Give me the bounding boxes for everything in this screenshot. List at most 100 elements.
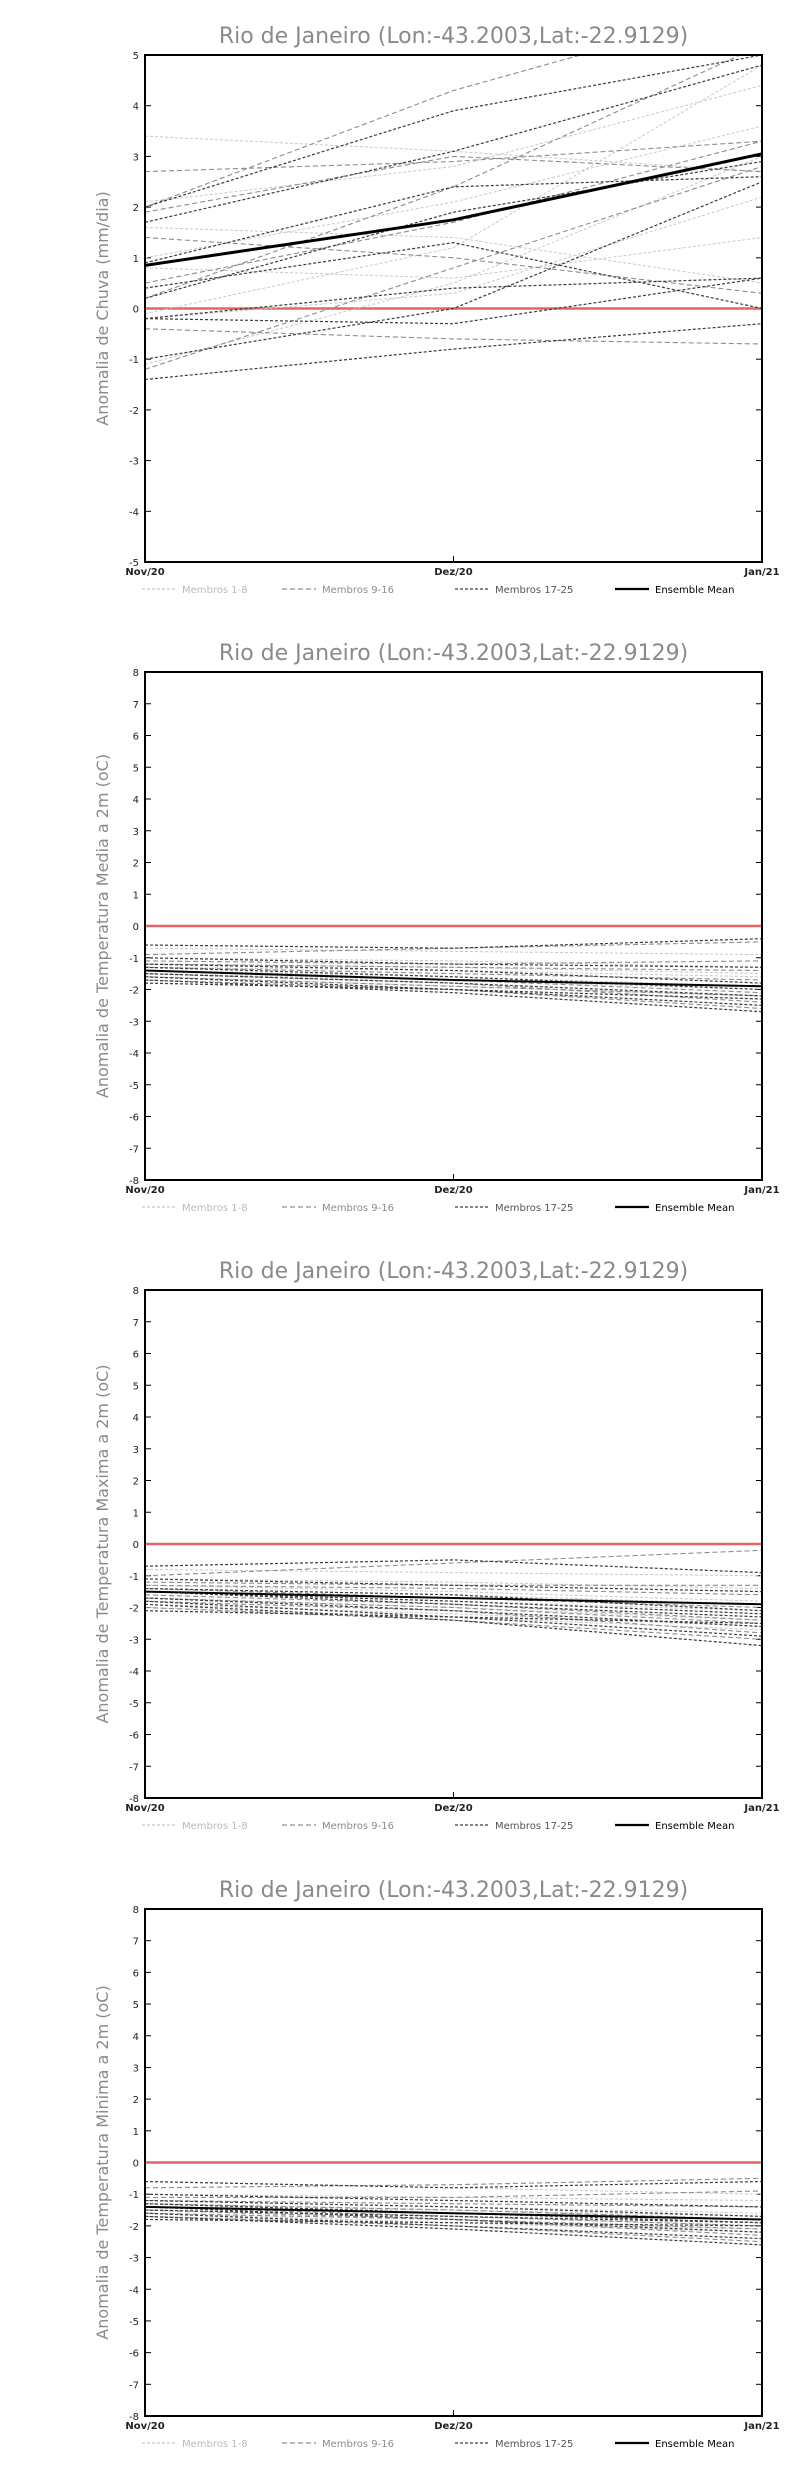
y-tick-label: -4 — [129, 507, 139, 518]
member-line — [145, 982, 762, 1000]
plot-frame — [144, 1908, 763, 2417]
member-line — [145, 2203, 762, 2224]
y-tick-label: 3 — [133, 152, 139, 163]
chart-panel-1: Rio de Janeiro (Lon:-43.2003,Lat:-22.912… — [93, 24, 780, 596]
y-axis-label: Anomalia de Temperatura Media a 2m (oC) — [93, 754, 112, 1098]
y-tick-label: 0 — [133, 922, 139, 933]
member-line — [145, 1600, 762, 1637]
member-line — [145, 328, 762, 345]
member-line — [145, 181, 762, 360]
member-line — [145, 1597, 762, 1621]
member-line — [145, 226, 762, 284]
legend-label-4: Ensemble Mean — [655, 2439, 734, 2450]
y-tick-label: 3 — [133, 2063, 139, 2074]
member-line — [145, 973, 762, 1003]
y-tick-label: -2 — [129, 1604, 139, 1615]
plot-frame — [144, 1289, 763, 1799]
member-line — [145, 2218, 762, 2227]
y-tick-label: -8 — [129, 1176, 139, 1187]
member-line — [145, 140, 762, 284]
legend-label-2: Membros 9-16 — [322, 1821, 394, 1832]
member-line — [145, 155, 762, 365]
legend-label-4: Ensemble Mean — [655, 585, 734, 596]
member-line — [145, 1584, 762, 1596]
chart-panel-3: Rio de Janeiro (Lon:-43.2003,Lat:-22.912… — [93, 1259, 780, 1832]
member-line — [145, 125, 762, 259]
member-line — [145, 1597, 762, 1628]
y-tick-label: -8 — [129, 1794, 139, 1805]
x-tick-label: Nov/20 — [125, 567, 164, 578]
member-line — [145, 938, 762, 949]
series-group — [145, 2177, 762, 2246]
y-tick-label: 1 — [133, 890, 139, 901]
member-line — [145, 2177, 762, 2189]
member-line — [145, 277, 762, 320]
chart-panel-2: Rio de Janeiro (Lon:-43.2003,Lat:-22.912… — [93, 641, 780, 1214]
y-axis-label: Anomalia de Chuva (mm/dia) — [93, 191, 112, 425]
member-line — [145, 165, 762, 370]
member-line — [145, 2212, 762, 2233]
y-tick-label: 7 — [133, 700, 139, 711]
x-tick-label: Dez/20 — [434, 2421, 473, 2432]
y-tick-label: 3 — [133, 1445, 139, 1456]
y-tick-label: -7 — [129, 1144, 139, 1155]
member-line — [145, 2203, 762, 2221]
y-tick-label: -5 — [129, 1081, 139, 1092]
y-tick-label: -7 — [129, 2380, 139, 2391]
y-tick-label: 0 — [133, 1540, 139, 1551]
member-line — [145, 1591, 762, 1618]
x-tick-label: Dez/20 — [434, 567, 473, 578]
member-line — [145, 1578, 762, 1593]
y-tick-label: 7 — [133, 1937, 139, 1948]
member-line — [145, 963, 762, 984]
member-line — [145, 2215, 762, 2243]
y-tick-label: 5 — [133, 2000, 139, 2011]
member-line — [145, 2193, 762, 2208]
y-tick-label: 2 — [133, 2095, 139, 2106]
legend-label-3: Membros 17-25 — [495, 2439, 573, 2450]
y-tick-label: -3 — [129, 457, 139, 468]
chart-title: Rio de Janeiro (Lon:-43.2003,Lat:-22.912… — [219, 1259, 688, 1284]
member-line — [145, 1549, 762, 1577]
member-line — [145, 1594, 762, 1621]
y-tick-label: -1 — [129, 1572, 139, 1583]
member-line — [145, 196, 762, 320]
member-line — [145, 1581, 762, 1586]
y-tick-label: -4 — [129, 1667, 139, 1678]
member-line — [145, 976, 762, 997]
y-tick-label: -3 — [129, 1635, 139, 1646]
member-line — [145, 966, 762, 978]
y-tick-label: -3 — [129, 2254, 139, 2265]
legend-label-2: Membros 9-16 — [322, 2439, 394, 2450]
member-line — [145, 2190, 762, 2198]
x-tick-label: Jan/21 — [743, 1185, 779, 1196]
y-tick-label: 1 — [133, 1508, 139, 1519]
member-line — [145, 1578, 762, 1589]
member-line — [145, 277, 762, 325]
y-tick-label: -5 — [129, 558, 139, 569]
member-line — [145, 2209, 762, 2224]
legend-label-1: Membros 1-8 — [182, 585, 248, 596]
member-line — [145, 2212, 762, 2240]
ensemble-mean-line — [145, 152, 762, 267]
member-line — [145, 957, 762, 968]
y-tick-label: 1 — [133, 254, 139, 265]
series-group — [145, 1549, 762, 1647]
y-tick-label: -2 — [129, 2222, 139, 2233]
legend-label-1: Membros 1-8 — [182, 2439, 248, 2450]
y-tick-label: 4 — [133, 1413, 139, 1424]
y-tick-label: -8 — [129, 2412, 139, 2423]
member-line — [145, 2203, 762, 2220]
legend-label-2: Membros 9-16 — [322, 1203, 394, 1214]
x-tick-label: Jan/21 — [743, 1803, 779, 1814]
ensemble-mean-line — [145, 2205, 762, 2221]
member-line — [145, 1607, 762, 1631]
chart-panel-4: Rio de Janeiro (Lon:-43.2003,Lat:-22.912… — [93, 1878, 780, 2450]
member-line — [145, 2215, 762, 2230]
y-tick-label: 8 — [133, 668, 139, 679]
member-line — [145, 2193, 762, 2201]
member-line — [145, 2206, 762, 2233]
y-tick-label: 2 — [133, 859, 139, 870]
x-tick-label: Dez/20 — [434, 1185, 473, 1196]
